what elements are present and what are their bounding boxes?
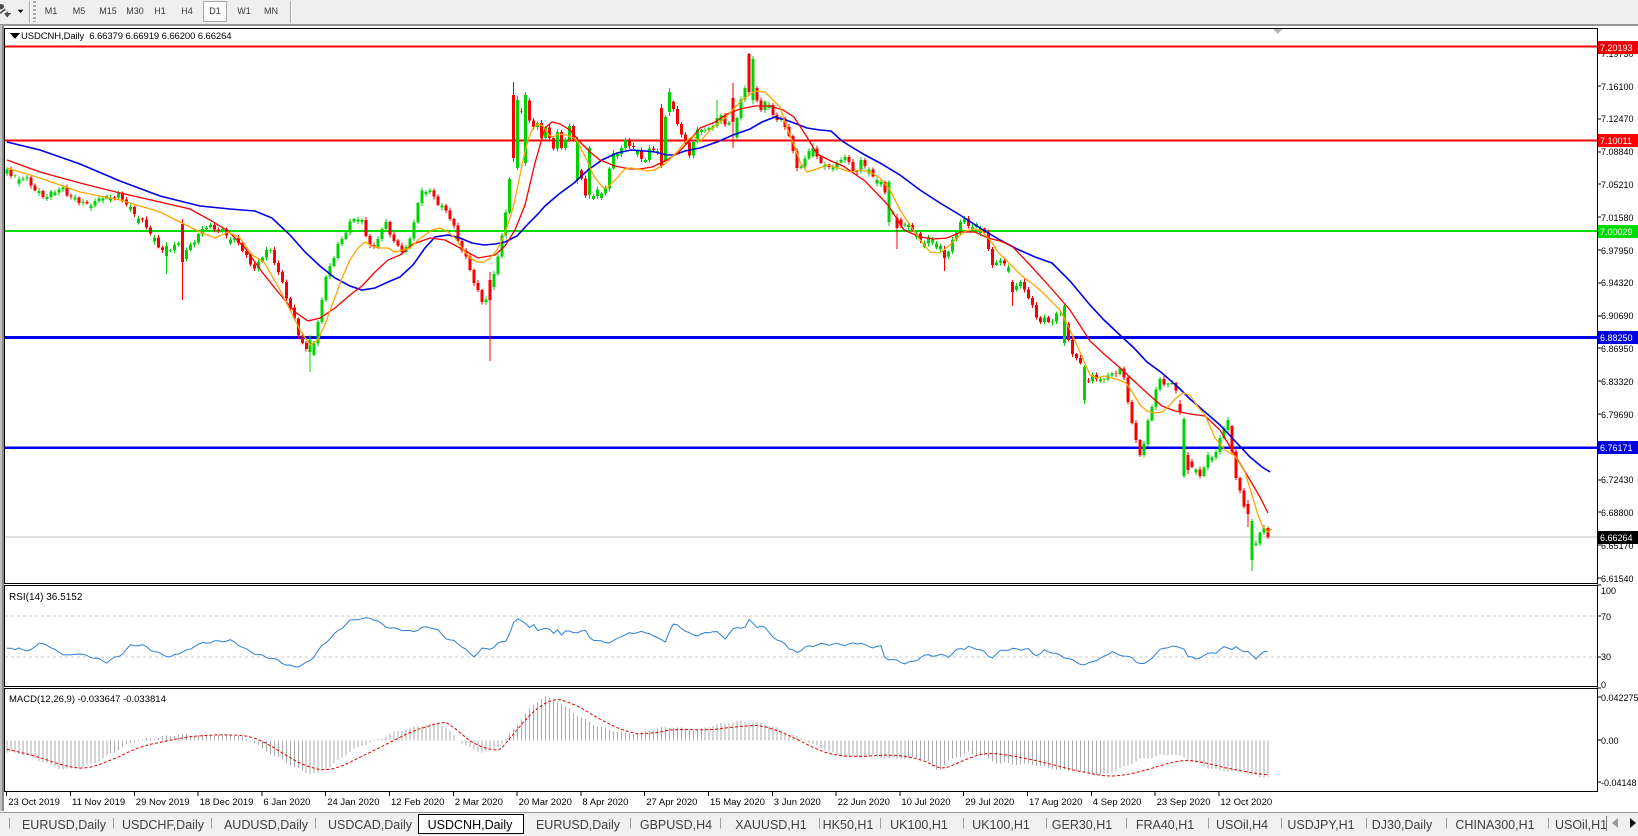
svg-text:11 Nov 2019: 11 Nov 2019 — [72, 797, 125, 808]
svg-text:MACD(12,26,9) -0.033647 -0.033: MACD(12,26,9) -0.033647 -0.033814 — [9, 694, 166, 705]
svg-text:7.08840: 7.08840 — [1601, 147, 1634, 157]
svg-text:15 May 2020: 15 May 2020 — [710, 797, 765, 808]
svg-text:29 Jul 2020: 29 Jul 2020 — [965, 797, 1014, 808]
svg-text:0.042275: 0.042275 — [1601, 693, 1638, 703]
svg-text:24 Jan 2020: 24 Jan 2020 — [327, 797, 379, 808]
svg-text:12 Feb 2020: 12 Feb 2020 — [391, 797, 444, 808]
svg-text:6 Jan 2020: 6 Jan 2020 — [263, 797, 310, 808]
svg-text:7.12470: 7.12470 — [1601, 114, 1634, 124]
svg-text:70: 70 — [1601, 612, 1611, 622]
svg-text:6.65170: 6.65170 — [1601, 541, 1634, 551]
svg-text:8 Apr 2020: 8 Apr 2020 — [582, 797, 628, 808]
svg-text:RSI(14) 36.5152: RSI(14) 36.5152 — [9, 592, 83, 603]
svg-text:6.76171: 6.76171 — [1600, 443, 1633, 453]
svg-text:7.01580: 7.01580 — [1601, 213, 1634, 223]
svg-text:6.86950: 6.86950 — [1601, 344, 1634, 354]
svg-text:USDCNH,Daily 6.66379 6.66919: USDCNH,Daily 6.66379 6.66919 6.66200 6.6… — [21, 31, 231, 42]
svg-text:4 Sep 2020: 4 Sep 2020 — [1093, 797, 1142, 808]
svg-text:17 Aug 2020: 17 Aug 2020 — [1029, 797, 1082, 808]
svg-text:12 Oct 2020: 12 Oct 2020 — [1220, 797, 1272, 808]
svg-text:20 Mar 2020: 20 Mar 2020 — [519, 797, 572, 808]
svg-text:6.79690: 6.79690 — [1601, 410, 1634, 420]
svg-text:30: 30 — [1601, 652, 1611, 662]
svg-text:0: 0 — [1601, 680, 1606, 690]
svg-text:18 Dec 2019: 18 Dec 2019 — [200, 797, 254, 808]
svg-text:3 Jun 2020: 3 Jun 2020 — [774, 797, 821, 808]
svg-text:-0.04148: -0.04148 — [1601, 778, 1637, 788]
svg-text:7.16100: 7.16100 — [1601, 82, 1634, 92]
svg-text:29 Nov 2019: 29 Nov 2019 — [136, 797, 190, 808]
svg-text:6.83320: 6.83320 — [1601, 377, 1634, 387]
svg-text:6.97950: 6.97950 — [1601, 246, 1634, 256]
svg-text:6.94320: 6.94320 — [1601, 278, 1634, 288]
svg-text:6.90690: 6.90690 — [1601, 311, 1634, 321]
svg-text:0.00: 0.00 — [1601, 736, 1619, 746]
svg-text:7.20193: 7.20193 — [1600, 43, 1633, 53]
svg-text:23 Sep 2020: 23 Sep 2020 — [1157, 797, 1211, 808]
svg-text:23 Oct 2019: 23 Oct 2019 — [8, 797, 60, 808]
svg-text:7.10011: 7.10011 — [1600, 136, 1632, 146]
svg-text:7.05210: 7.05210 — [1601, 180, 1634, 190]
svg-text:27 Apr 2020: 27 Apr 2020 — [646, 797, 697, 808]
svg-text:7.00029: 7.00029 — [1600, 227, 1633, 237]
svg-text:6.68800: 6.68800 — [1601, 508, 1634, 518]
svg-text:2 Mar 2020: 2 Mar 2020 — [455, 797, 503, 808]
svg-text:6.61540: 6.61540 — [1601, 574, 1634, 584]
svg-text:6.72430: 6.72430 — [1601, 475, 1634, 485]
svg-text:100: 100 — [1601, 586, 1616, 596]
svg-text:22 Jun 2020: 22 Jun 2020 — [838, 797, 890, 808]
svg-text:6.66264: 6.66264 — [1600, 533, 1633, 543]
svg-text:6.88250: 6.88250 — [1600, 333, 1633, 343]
svg-text:10 Jul 2020: 10 Jul 2020 — [901, 797, 950, 808]
